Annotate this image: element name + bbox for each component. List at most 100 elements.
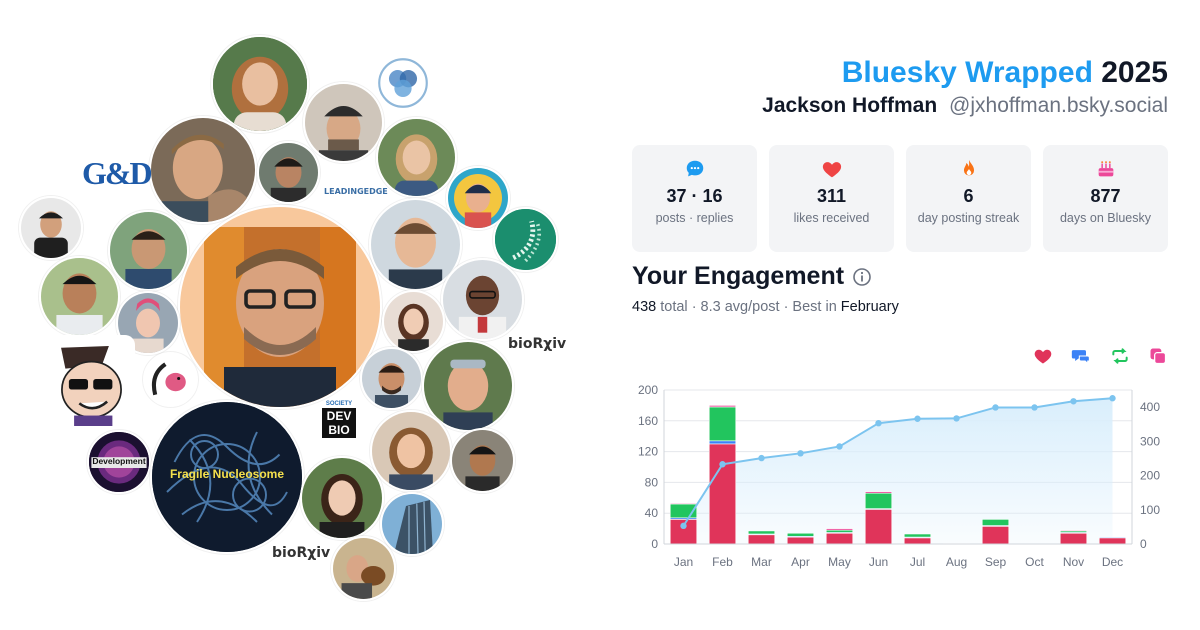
development-logo[interactable]: Development xyxy=(87,430,151,494)
x-tick-label: Apr xyxy=(791,555,810,569)
bar-segment xyxy=(786,532,815,537)
bar-segment xyxy=(747,530,776,535)
cumulative-point xyxy=(1109,395,1116,402)
cumulative-point xyxy=(797,450,804,457)
dev-bio-logo[interactable]: SOCIETY DEV BIO xyxy=(322,401,356,444)
x-tick-label: Mar xyxy=(751,555,772,569)
engagement-summary: 438 total · 8.3 avg/post · Best in Febru… xyxy=(632,299,899,315)
wrapped-panel: Bluesky Wrapped 2025 Jackson Hoffman @jx… xyxy=(632,0,1168,630)
avatar[interactable] xyxy=(376,117,457,198)
cumulative-point xyxy=(680,522,687,530)
flame-icon xyxy=(906,158,1031,180)
avatar[interactable] xyxy=(211,35,309,133)
bar-segment xyxy=(708,443,737,545)
y-tick-label: 120 xyxy=(638,445,658,459)
lab-logo[interactable] xyxy=(493,207,558,272)
bar-segment xyxy=(864,492,893,509)
stat-label: day posting streak xyxy=(917,211,1020,225)
avatar[interactable] xyxy=(382,290,445,353)
bar-segment xyxy=(864,491,893,494)
fragile-nucleosome-logo[interactable]: Fragile Nucleosome xyxy=(150,400,304,554)
user-name: Jackson Hoffman xyxy=(762,94,938,117)
bar-segment xyxy=(981,525,1010,545)
biorxiv-logo: bioRχiv xyxy=(508,336,567,352)
cumulative-point xyxy=(836,443,843,450)
avatar[interactable] xyxy=(149,116,257,224)
info-icon[interactable] xyxy=(852,267,872,287)
brand-title: Bluesky Wrapped xyxy=(841,56,1093,89)
avatar[interactable] xyxy=(360,347,423,410)
cumulative-point xyxy=(719,461,726,468)
stat-card-likes: 311 likes received xyxy=(769,145,894,252)
x-tick-label: Feb xyxy=(712,555,733,569)
avatar[interactable] xyxy=(300,456,384,540)
avatar[interactable] xyxy=(303,82,384,163)
avatar[interactable] xyxy=(108,210,189,291)
avatar[interactable] xyxy=(39,256,120,337)
x-tick-label: Nov xyxy=(1063,555,1084,569)
heart-icon[interactable] xyxy=(1033,346,1053,366)
avatar[interactable] xyxy=(370,410,452,492)
avatar-main[interactable] xyxy=(178,205,382,409)
cumulative-area xyxy=(683,398,1113,544)
avatar[interactable] xyxy=(450,428,515,493)
y2-tick-label: 100 xyxy=(1140,503,1160,517)
y2-tick-label: 400 xyxy=(1140,400,1160,414)
x-tick-label: Dec xyxy=(1102,555,1123,569)
y-tick-label: 0 xyxy=(651,537,658,551)
dev-bio-bio: BIO xyxy=(328,423,350,437)
speech-bubble-icon xyxy=(632,158,757,180)
bar-segment xyxy=(708,440,737,445)
gd-logo: G&D xyxy=(82,155,153,191)
engagement-chart: 0 40 80 120 160 200 0 100 200 300 400 Jan Feb Mar Apr M… xyxy=(632,380,1168,580)
avatar[interactable] xyxy=(446,166,510,230)
quote-icon[interactable] xyxy=(1148,346,1168,366)
bar-segment xyxy=(903,537,932,545)
chart-legend xyxy=(1019,346,1168,368)
building-image[interactable] xyxy=(380,492,444,556)
development-label: Development xyxy=(92,456,146,466)
bar-segment xyxy=(825,532,854,545)
stat-value: 6 xyxy=(963,186,974,206)
reply-icon[interactable] xyxy=(1071,346,1091,366)
bar-segment xyxy=(1098,536,1127,539)
stat-card-posts: 37 · 16 posts · replies xyxy=(632,145,757,252)
avatar[interactable] xyxy=(19,196,83,260)
avatar[interactable] xyxy=(422,340,514,432)
bar-segment xyxy=(708,405,737,408)
x-tick-label: Jan xyxy=(674,555,693,569)
user-handle[interactable]: @jxhoffman.bsky.social xyxy=(949,94,1168,117)
engagement-title: Your Engagement xyxy=(632,262,845,290)
heart-icon xyxy=(769,158,894,180)
bar-segment xyxy=(747,534,776,545)
bar-segment xyxy=(1098,537,1127,545)
stat-value: 311 xyxy=(816,186,847,206)
engagement-total: 438 xyxy=(632,299,657,315)
engagement-total-word: total xyxy=(660,299,688,315)
logo-image[interactable] xyxy=(376,56,430,110)
fragile-label: Fragile Nucleosome xyxy=(169,467,285,481)
y2-tick-label: 0 xyxy=(1140,537,1147,551)
stat-cards: 37 · 16 posts · replies 311 likes receiv… xyxy=(632,145,1168,253)
y-tick-label: 80 xyxy=(645,475,659,489)
avatar[interactable] xyxy=(331,536,396,601)
bar-segment xyxy=(1059,529,1088,532)
bar-segment xyxy=(981,519,1010,526)
biorxiv-logo: bioRχiv xyxy=(272,545,331,561)
bird-logo[interactable] xyxy=(143,352,198,407)
avatar[interactable] xyxy=(116,291,180,355)
repost-icon[interactable] xyxy=(1110,346,1130,366)
cake-icon xyxy=(1043,158,1168,180)
x-tick-label: Jul xyxy=(910,555,925,569)
x-tick-label: Jun xyxy=(869,555,888,569)
cumulative-point xyxy=(758,454,765,462)
y-tick-label: 160 xyxy=(638,414,658,428)
avatar[interactable] xyxy=(257,141,320,204)
cumulative-point xyxy=(875,419,882,427)
stat-card-days: 877 days on Bluesky xyxy=(1043,145,1168,252)
stat-label: days on Bluesky xyxy=(1059,211,1152,225)
cartoon-avatar[interactable] xyxy=(48,335,135,430)
avatar[interactable] xyxy=(441,258,524,341)
stat-card-streak: 6 day posting streak xyxy=(906,145,1031,252)
x-tick-label: Sep xyxy=(985,555,1007,569)
